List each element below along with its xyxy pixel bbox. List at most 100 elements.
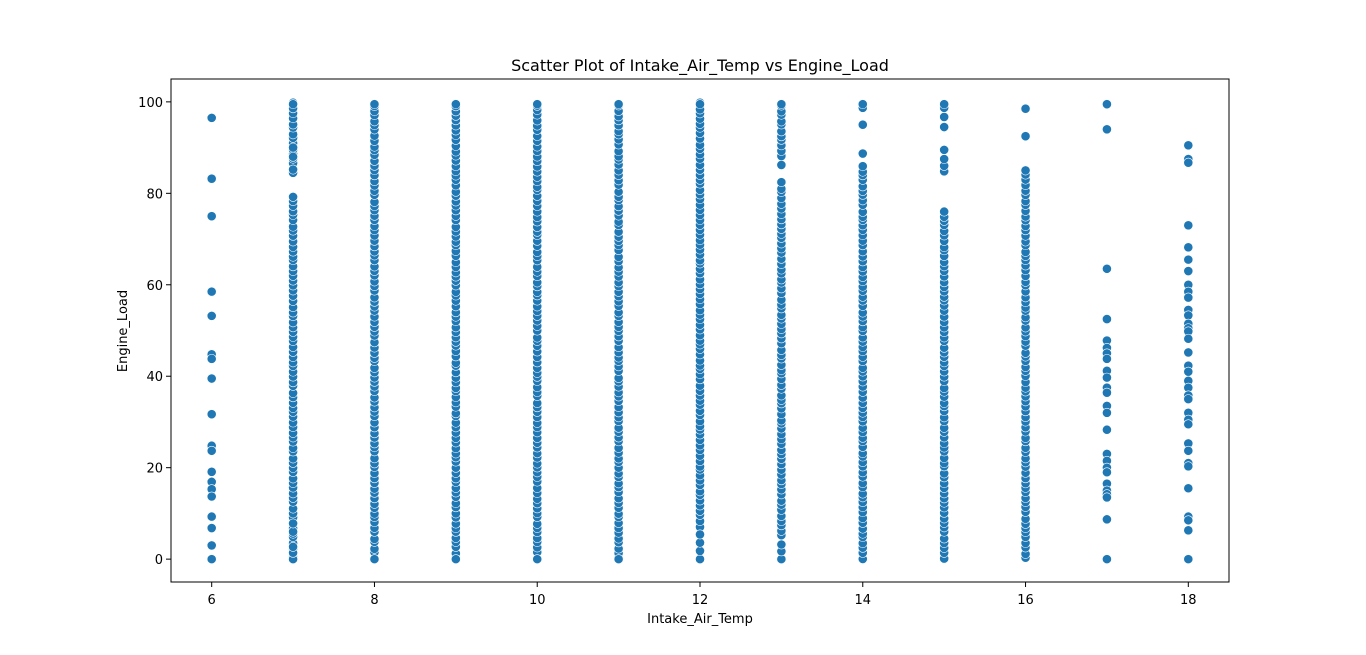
scatter-point bbox=[776, 99, 787, 110]
x-tick-label-10: 10 bbox=[529, 593, 546, 608]
x-tick-label-8: 8 bbox=[370, 593, 378, 608]
scatter-point bbox=[939, 144, 950, 155]
scatter-point bbox=[1102, 387, 1112, 398]
scatter-point bbox=[1102, 407, 1112, 418]
scatter-point bbox=[939, 206, 950, 217]
scatter-point bbox=[369, 99, 380, 110]
scatter-point bbox=[939, 99, 950, 110]
scatter-point bbox=[1020, 165, 1031, 176]
scatter-point bbox=[288, 164, 298, 175]
scatter-point bbox=[939, 112, 950, 122]
scatter-point bbox=[206, 310, 217, 321]
scatter-point bbox=[1102, 372, 1112, 383]
y-tick-label-100: 100 bbox=[138, 96, 163, 111]
chart-title: Scatter Plot of Intake_Air_Temp vs Engin… bbox=[511, 56, 889, 76]
x-tick-label-12: 12 bbox=[692, 593, 709, 608]
scatter-point bbox=[1183, 266, 1194, 276]
scatter-point bbox=[613, 99, 624, 110]
scatter-point bbox=[695, 537, 705, 548]
scatter-point bbox=[1183, 310, 1194, 321]
x-tick-label-14: 14 bbox=[854, 593, 871, 608]
scatter-point bbox=[695, 529, 705, 540]
scatter-point bbox=[1183, 445, 1194, 456]
scatter-point bbox=[206, 523, 217, 533]
scatter-point bbox=[1102, 467, 1112, 478]
scatter-point bbox=[857, 119, 868, 130]
scatter-point bbox=[1102, 314, 1112, 324]
scatter-point bbox=[1102, 99, 1112, 110]
scatter-point bbox=[776, 160, 787, 170]
scatter-point bbox=[776, 539, 787, 550]
scatter-point bbox=[695, 99, 705, 110]
y-axis-ticks: 0 20 40 60 80 100 bbox=[138, 96, 171, 568]
scatter-point bbox=[1183, 254, 1194, 265]
scatter-point bbox=[613, 554, 624, 565]
scatter-point bbox=[1183, 366, 1194, 377]
scatter-point bbox=[369, 554, 380, 565]
scatter-point bbox=[288, 526, 298, 537]
points-layer bbox=[206, 97, 1194, 565]
scatter-point bbox=[1020, 131, 1031, 142]
x-tick-label-18: 18 bbox=[1180, 593, 1197, 608]
scatter-point bbox=[695, 554, 705, 565]
scatter-point bbox=[206, 173, 217, 184]
y-tick-label-20: 20 bbox=[146, 462, 163, 477]
scatter-point bbox=[1102, 263, 1112, 274]
scatter-point bbox=[857, 99, 868, 110]
scatter-point bbox=[939, 122, 950, 132]
scatter-point bbox=[1183, 461, 1194, 472]
scatter-point bbox=[206, 540, 217, 551]
scatter-point bbox=[857, 161, 868, 172]
scatter-point bbox=[1102, 554, 1112, 565]
y-tick-label-60: 60 bbox=[146, 279, 163, 294]
scatter-point bbox=[206, 409, 217, 420]
scatter-point bbox=[532, 554, 543, 565]
y-tick-label-80: 80 bbox=[146, 187, 163, 202]
scatter-point bbox=[1183, 333, 1194, 344]
scatter-point bbox=[206, 554, 217, 565]
x-axis-ticks: 6 8 10 12 14 16 18 bbox=[208, 582, 1197, 608]
scatter-point bbox=[1183, 220, 1194, 231]
scatter-point bbox=[1183, 515, 1194, 526]
scatter-point bbox=[1183, 347, 1194, 358]
scatter-point bbox=[288, 142, 298, 153]
scatter-point bbox=[450, 99, 461, 110]
scatter-point bbox=[206, 373, 217, 384]
scatter-point bbox=[695, 546, 705, 556]
scatter-point bbox=[206, 466, 217, 477]
scatter-point bbox=[857, 148, 868, 159]
scatter-point bbox=[1102, 124, 1112, 135]
scatter-point bbox=[288, 151, 298, 162]
scatter-point bbox=[206, 211, 217, 222]
scatter-point bbox=[776, 177, 787, 188]
scatter-point bbox=[206, 353, 217, 364]
scatter-point bbox=[1020, 103, 1031, 114]
scatter-point bbox=[1183, 419, 1194, 430]
scatter-point bbox=[1102, 492, 1112, 503]
scatter-point bbox=[1183, 157, 1194, 168]
scatter-point bbox=[1183, 554, 1194, 565]
scatter-point bbox=[1102, 514, 1112, 525]
scatter-point bbox=[206, 286, 217, 297]
scatter-point bbox=[206, 511, 217, 522]
scatter-point bbox=[1183, 394, 1194, 404]
scatter-point bbox=[450, 554, 461, 565]
scatter-point bbox=[1102, 424, 1112, 435]
scatter-point bbox=[1183, 525, 1194, 536]
x-tick-label-16: 16 bbox=[1017, 593, 1034, 608]
scatter-point bbox=[206, 491, 217, 502]
scatter-point bbox=[206, 112, 217, 123]
scatter-point bbox=[206, 445, 217, 456]
scatter-point bbox=[532, 99, 543, 110]
y-tick-label-0: 0 bbox=[155, 553, 163, 568]
scatter-point bbox=[288, 518, 298, 529]
scatter-point bbox=[1183, 292, 1194, 303]
scatter-point bbox=[288, 541, 298, 552]
scatter-point bbox=[288, 99, 298, 110]
scatter-point bbox=[1183, 242, 1194, 253]
x-tick-label-6: 6 bbox=[208, 593, 216, 608]
scatter-point bbox=[288, 191, 298, 202]
x-axis-label: Intake_Air_Temp bbox=[647, 612, 753, 627]
scatter-point bbox=[1102, 353, 1112, 364]
